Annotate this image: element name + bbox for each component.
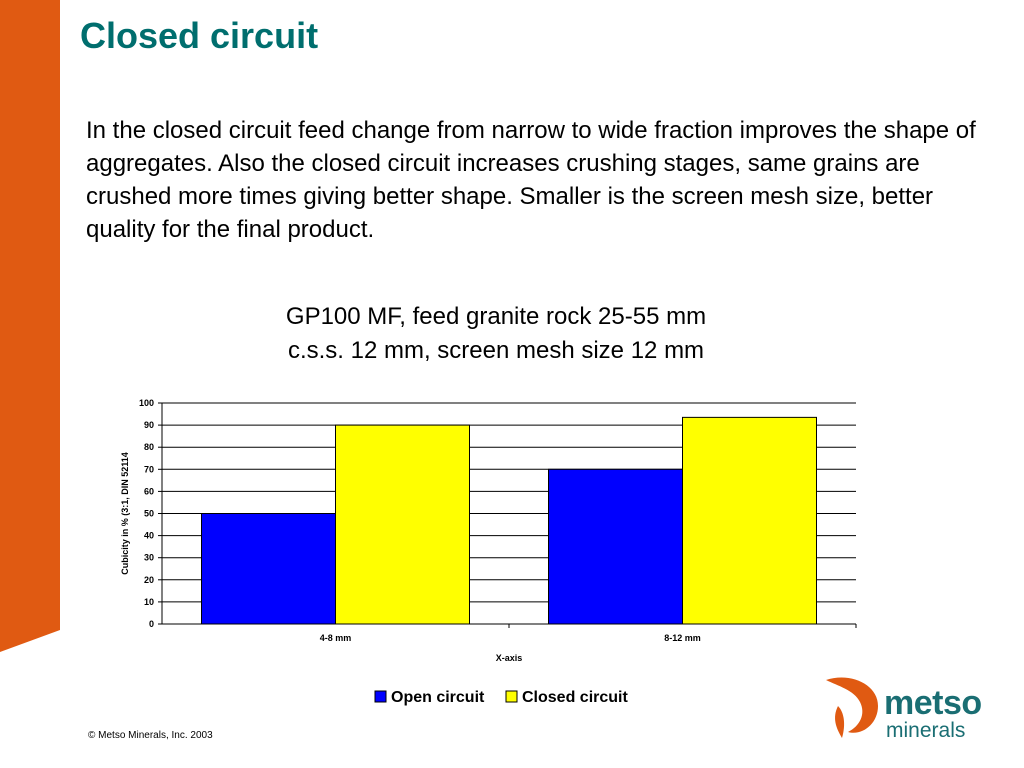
- y-tick-label: 60: [144, 486, 154, 496]
- legend-swatch: [374, 690, 387, 703]
- side-accent-band: [0, 0, 60, 652]
- bar-open-circuit: [548, 468, 683, 625]
- bar-open-circuit: [201, 513, 336, 625]
- y-tick-label: 90: [144, 420, 154, 430]
- copyright-notice: © Metso Minerals, Inc. 2003: [88, 730, 213, 741]
- x-tick-label: 8-12 mm: [664, 633, 701, 643]
- y-axis-label: Cubicity in % (3:1, DIN 52114: [120, 452, 130, 575]
- y-tick-label: 40: [144, 531, 154, 541]
- bar-closed-circuit: [335, 424, 470, 625]
- legend-swatch: [505, 690, 518, 703]
- y-tick-label: 100: [139, 398, 154, 408]
- x-axis-label: X-axis: [496, 653, 523, 663]
- x-tick-label: 4-8 mm: [320, 633, 352, 643]
- legend-label: Open circuit: [391, 689, 485, 706]
- y-tick-label: 30: [144, 553, 154, 563]
- legend: Open circuit Closed circuit: [374, 689, 628, 706]
- bar-closed-circuit: [682, 416, 817, 625]
- legend-label: Closed circuit: [522, 689, 628, 706]
- logo-word-metso: metso: [884, 684, 982, 722]
- logo-word-minerals: minerals: [886, 719, 966, 742]
- x-tick-labels: 4-8 mm 8-12 mm: [320, 624, 857, 643]
- y-tick-label: 80: [144, 442, 154, 452]
- y-tick-label: 50: [144, 509, 154, 519]
- company-logo: metso minerals: [820, 672, 1000, 752]
- chart-caption-line-1: GP100 MF, feed granite rock 25-55 mm: [285, 303, 707, 330]
- y-tick-label: 20: [144, 575, 154, 585]
- chart-caption-line-2: c.s.s. 12 mm, screen mesh size 12 mm: [287, 337, 705, 364]
- metso-bird-logo-icon: [826, 677, 878, 738]
- y-tick-label: 0: [149, 619, 154, 629]
- body-paragraph: In the closed circuit feed change from n…: [86, 117, 976, 243]
- bars: [201, 416, 817, 625]
- slide-title: Closed circuit: [80, 15, 319, 56]
- y-tick-label: 70: [144, 464, 154, 474]
- y-tick-labels: 0 10 20 30 40 50 60 70 80 90 100: [139, 398, 154, 629]
- y-tick-label: 10: [144, 597, 154, 607]
